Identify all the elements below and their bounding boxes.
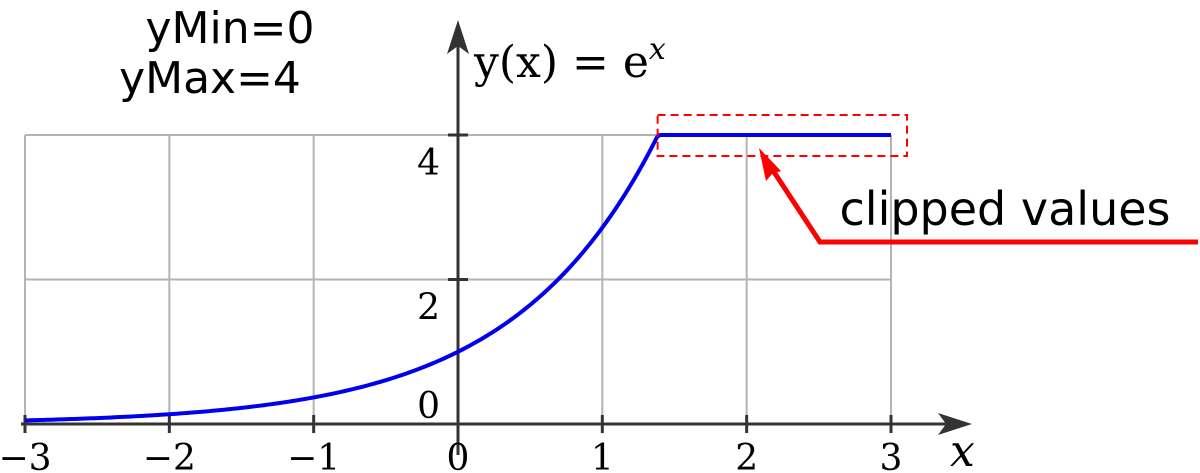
function-label: y(x) = ex [473, 32, 666, 88]
x-tick-label: 3 [880, 438, 903, 473]
annotation-leader-line [771, 170, 1198, 245]
function-label-main: y(x) = e [473, 37, 649, 88]
y-axis-arrow [447, 20, 469, 54]
annotation-layer: clipped values [656, 114, 1198, 245]
ymax-param-label: yMax=4 [119, 53, 301, 104]
ymin-param-label: yMin=0 [145, 3, 315, 54]
axes [21, 20, 972, 455]
x-tick-label: −3 [0, 438, 52, 473]
x-tick-label: 2 [735, 438, 758, 473]
annotation-arrowhead [759, 148, 781, 181]
tick-labels: −3 −2 −1 0 1 2 3 0 2 4 [0, 143, 902, 473]
series-line [24, 133, 891, 423]
x-axis-label: x [950, 426, 975, 473]
x-axis-arrow [938, 413, 972, 435]
annotation-label: clipped values [840, 182, 1171, 236]
x-tick-label: −2 [143, 438, 196, 473]
x-tick-label: 0 [447, 438, 470, 473]
x-tick-label: 1 [591, 438, 614, 473]
y-tick-label: 0 [417, 386, 440, 427]
function-label-exponent: x [649, 32, 666, 67]
x-tick-label: −1 [287, 438, 340, 473]
y-tick-label: 4 [417, 143, 440, 184]
series-layer [24, 133, 891, 423]
y-tick-label: 2 [417, 288, 440, 329]
clipped-values-box [656, 114, 909, 157]
